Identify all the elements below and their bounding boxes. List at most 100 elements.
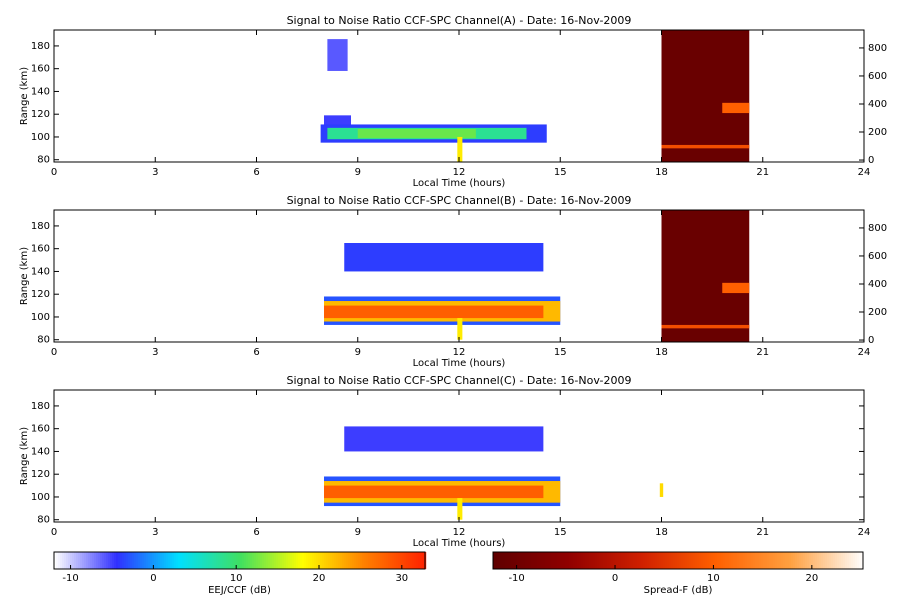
colorbar-swatch <box>597 552 600 569</box>
colorbar-swatch <box>521 552 524 569</box>
colorbar-swatch <box>551 552 554 569</box>
snr-region <box>327 39 348 71</box>
colorbar-swatch <box>106 552 109 569</box>
colorbar-swatch <box>859 552 862 569</box>
colorbar-swatch <box>651 552 654 569</box>
x-tick-label: 18 <box>655 167 668 178</box>
colorbar-swatch <box>843 552 846 569</box>
colorbar-swatch <box>513 552 516 569</box>
colorbar-swatch <box>661 552 664 569</box>
y2-tick-label: 200 <box>868 307 887 318</box>
y-tick-label: 180 <box>31 221 50 232</box>
colorbar-swatch <box>292 552 295 569</box>
y2-tick-label: 0 <box>868 155 874 166</box>
colorbar-swatch <box>212 552 215 569</box>
colorbar-swatch <box>262 552 265 569</box>
colorbar-swatch <box>593 552 596 569</box>
colorbar-swatch <box>288 552 291 569</box>
panel-title: Signal to Noise Ratio CCF-SPC Channel(A)… <box>287 14 632 27</box>
colorbar-swatch <box>827 552 830 569</box>
colorbar-swatch <box>348 552 351 569</box>
colorbar-swatch <box>703 552 706 569</box>
colorbar-swatch <box>585 552 588 569</box>
colorbar-swatch <box>725 552 728 569</box>
y-tick-label: 160 <box>31 244 50 255</box>
colorbar-label: EEJ/CCF (dB) <box>208 585 271 596</box>
colorbar-swatch <box>330 552 333 569</box>
snr-region <box>357 129 476 139</box>
colorbar-swatch <box>841 552 844 569</box>
colorbar-swatch <box>350 552 353 569</box>
y-tick-label: 180 <box>31 41 50 52</box>
colorbar-swatch <box>376 552 379 569</box>
colorbar-swatch <box>58 552 61 569</box>
y-tick-label: 140 <box>31 266 50 277</box>
spread-f-region <box>661 30 750 162</box>
y-tick-label: 80 <box>37 515 50 526</box>
colorbar-swatch <box>683 552 686 569</box>
colorbar-swatch <box>54 552 57 569</box>
colorbar-swatch <box>398 552 401 569</box>
colorbar-swatch <box>847 552 850 569</box>
colorbar-swatch <box>701 552 704 569</box>
colorbar-swatch <box>84 552 87 569</box>
colorbar-swatch <box>583 552 586 569</box>
colorbar-swatch <box>400 552 403 569</box>
colorbar-swatch <box>268 552 271 569</box>
colorbar-swatch <box>242 552 245 569</box>
colorbar-swatch <box>122 552 125 569</box>
colorbar-swatch <box>384 552 387 569</box>
colorbar-swatch <box>192 552 195 569</box>
colorbar-swatch <box>302 552 305 569</box>
y-tick-label: 140 <box>31 86 50 97</box>
colorbar-swatch <box>743 552 746 569</box>
colorbar-swatch <box>515 552 518 569</box>
colorbar-swatch <box>62 552 65 569</box>
colorbar-tick-label: 10 <box>707 573 720 584</box>
colorbar-swatch <box>845 552 848 569</box>
colorbar-swatch <box>523 552 526 569</box>
colorbar-swatch <box>342 552 345 569</box>
colorbar-swatch <box>200 552 203 569</box>
colorbar-swatch <box>388 552 391 569</box>
colorbar-swatch <box>310 552 313 569</box>
colorbar-swatch <box>755 552 758 569</box>
colorbar-swatch <box>535 552 538 569</box>
colorbar-swatch <box>206 552 209 569</box>
colorbar-swatch <box>769 552 772 569</box>
colorbar-swatch <box>94 552 97 569</box>
colorbar-swatch <box>290 552 293 569</box>
spread-f-region <box>722 282 750 294</box>
colorbar-swatch <box>603 552 606 569</box>
colorbar-swatch <box>573 552 576 569</box>
colorbar-swatch <box>813 552 816 569</box>
colorbar-swatch <box>611 552 614 569</box>
colorbar-swatch <box>855 552 858 569</box>
colorbar-swatch <box>78 552 81 569</box>
y-tick-label: 100 <box>31 132 50 143</box>
colorbar-swatch <box>140 552 143 569</box>
colorbar-swatch <box>80 552 83 569</box>
colorbar-swatch <box>727 552 730 569</box>
colorbar-swatch <box>595 552 598 569</box>
x-tick-label: 12 <box>453 527 466 538</box>
colorbar-swatch <box>372 552 375 569</box>
colorbar-swatch <box>735 552 738 569</box>
colorbar-swatch <box>364 552 367 569</box>
colorbar-swatch <box>76 552 79 569</box>
colorbar-swatch <box>100 552 103 569</box>
colorbar-swatch <box>184 552 187 569</box>
y2-tick-label: 400 <box>868 99 887 110</box>
colorbar-swatch <box>561 552 564 569</box>
x-tick-label: 9 <box>355 527 361 538</box>
colorbar-swatch <box>160 552 163 569</box>
colorbar-swatch <box>667 552 670 569</box>
x-tick-label: 24 <box>858 167 871 178</box>
colorbar-swatch <box>599 552 602 569</box>
colorbar-swatch <box>741 552 744 569</box>
colorbar-swatch <box>763 552 766 569</box>
colorbar-swatch <box>66 552 69 569</box>
colorbar-swatch <box>633 552 636 569</box>
colorbar-swatch <box>406 552 409 569</box>
colorbar-swatch <box>833 552 836 569</box>
